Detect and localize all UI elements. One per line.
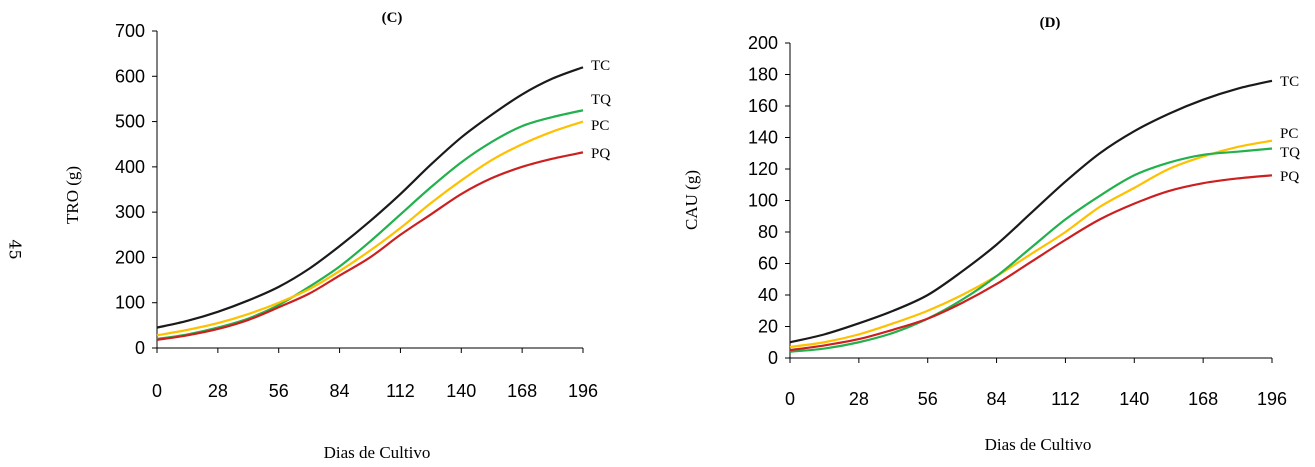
chart-c-y-tick-label: 600 xyxy=(115,66,145,86)
chart-d-x-tick-label: 112 xyxy=(1051,389,1080,409)
chart-d: (D) CAU (g) Dias de Cultivo 0 20 40 60 80 100… xyxy=(682,15,1300,454)
chart-c-y-tick-label: 500 xyxy=(115,112,145,132)
chart-d-y-tick-label: 180 xyxy=(748,65,778,85)
chart-c-y-tick-label: 700 xyxy=(115,21,145,41)
chart-c-x-tick-label: 140 xyxy=(446,381,476,401)
chart-c: (C) TRO (g) Dias de Cultivo 0 100 200 300 40… xyxy=(63,10,611,462)
chart-d-y-tick-label: 200 xyxy=(748,33,778,53)
chart-d-y-tick-label: 140 xyxy=(748,128,778,148)
chart-d-ylabel: CAU (g) xyxy=(682,170,701,230)
chart-d-series-pq-label: PQ xyxy=(1280,169,1299,185)
chart-c-x-tick-label: 0 xyxy=(152,381,162,401)
chart-c-xlabel: Dias de Cultivo xyxy=(324,443,431,462)
chart-c-series-tq-label: TQ xyxy=(591,92,611,108)
chart-d-series-tq-label: TQ xyxy=(1280,145,1300,161)
chart-d-series-tq-line xyxy=(789,147,1273,353)
chart-c-series-tq-line xyxy=(156,109,584,341)
chart-c-series-pc-label: PC xyxy=(591,118,609,134)
chart-d-title: (D) xyxy=(1040,15,1061,31)
chart-d-x-tick-label: 84 xyxy=(987,389,1007,409)
chart-c-ylabel: TRO (g) xyxy=(63,166,82,224)
chart-d-x-tick-label: 56 xyxy=(918,389,938,409)
chart-c-title: (C) xyxy=(382,10,403,26)
chart-c-series-pq-label: PQ xyxy=(591,146,610,162)
chart-d-y-tick-label: 120 xyxy=(748,159,778,179)
chart-c-series-tc-line xyxy=(156,66,584,329)
chart-d-series-tc-line xyxy=(789,79,1273,344)
chart-d-x-tick-label: 140 xyxy=(1119,389,1149,409)
chart-d-series-pq-line xyxy=(789,174,1273,352)
chart-c-y-tick-label: 100 xyxy=(115,293,145,313)
chart-c-y-tick-label: 0 xyxy=(135,338,145,358)
chart-c-series-pq-line xyxy=(156,151,584,341)
chart-c-x-tick-label: 196 xyxy=(568,381,598,401)
chart-c-series-tc-label: TC xyxy=(591,58,610,74)
chart-d-xlabel: Dias de Cultivo xyxy=(985,435,1092,454)
chart-d-x-tick-label: 168 xyxy=(1188,389,1218,409)
chart-c-y-tick-label: 400 xyxy=(115,157,145,177)
chart-d-x-tick-label: 196 xyxy=(1257,389,1287,409)
chart-c-x-tick-label: 84 xyxy=(330,381,350,401)
chart-c-y-tick-label: 200 xyxy=(115,247,145,267)
chart-c-series-pc-line xyxy=(156,120,584,337)
chart-d-series-pc-line xyxy=(789,139,1273,349)
chart-d-y-tick-label: 100 xyxy=(748,191,778,211)
chart-c-x-tick-label: 56 xyxy=(269,381,289,401)
chart-d-y-tick-label: 60 xyxy=(758,254,778,274)
chart-d-x-tick-label: 0 xyxy=(785,389,795,409)
chart-d-y-tick-label: 20 xyxy=(758,317,778,337)
chart-d-x-tick-label: 28 xyxy=(849,389,869,409)
chart-c-x-tick-label: 112 xyxy=(386,381,415,401)
chart-c-x-tick-label: 168 xyxy=(507,381,537,401)
chart-d-series-tc-label: TC xyxy=(1280,74,1299,90)
chart-d-y-tick-label: 0 xyxy=(768,348,778,368)
chart-d-y-tick-label: 160 xyxy=(748,96,778,116)
chart-c-y-tick-label: 300 xyxy=(115,202,145,222)
chart-d-y-tick-label: 80 xyxy=(758,222,778,242)
chart-c-x-tick-label: 28 xyxy=(208,381,228,401)
chart-d-y-tick-label: 40 xyxy=(758,285,778,305)
chart-d-series-pc-label: PC xyxy=(1280,126,1298,142)
